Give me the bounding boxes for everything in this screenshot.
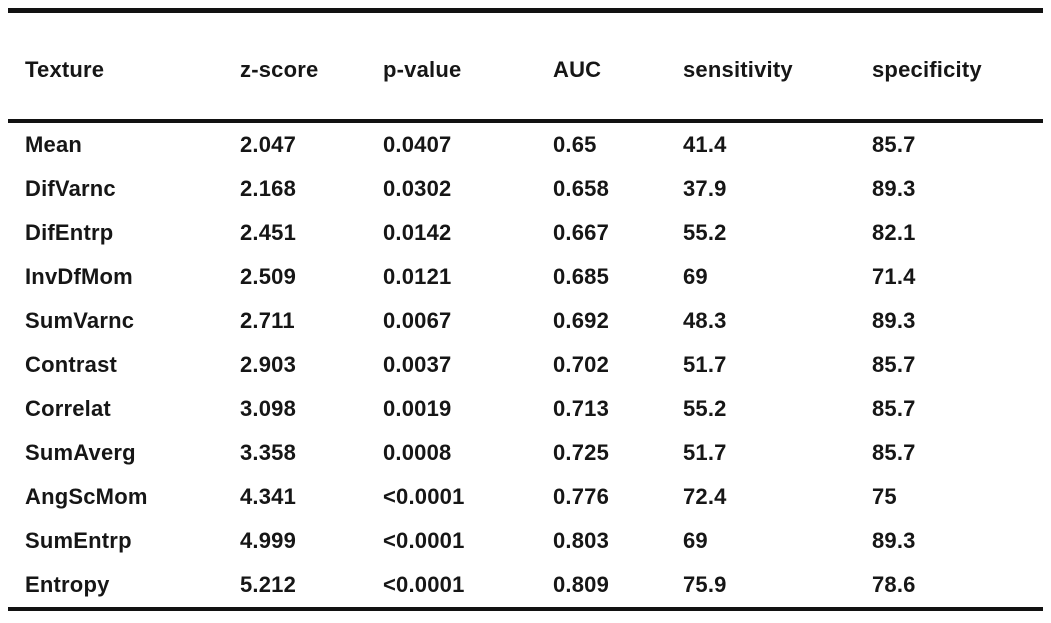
cell-auc: 0.65 (553, 121, 683, 167)
cell-p-value: <0.0001 (383, 563, 553, 609)
cell-texture: SumEntrp (8, 519, 240, 563)
cell-texture: Entropy (8, 563, 240, 609)
cell-z-score: 2.451 (240, 211, 383, 255)
cell-auc: 0.658 (553, 167, 683, 211)
cell-p-value: 0.0121 (383, 255, 553, 299)
cell-sensitivity: 48.3 (683, 299, 872, 343)
table-header: Texture z-score p-value AUC sensitivity … (8, 11, 1043, 122)
cell-specificity: 85.7 (872, 387, 1043, 431)
table-row: Contrast2.9030.00370.70251.785.7 (8, 343, 1043, 387)
cell-sensitivity: 69 (683, 255, 872, 299)
cell-z-score: 2.168 (240, 167, 383, 211)
cell-p-value: 0.0008 (383, 431, 553, 475)
cell-sensitivity: 41.4 (683, 121, 872, 167)
results-table: Texture z-score p-value AUC sensitivity … (8, 8, 1043, 611)
cell-z-score: 4.999 (240, 519, 383, 563)
cell-sensitivity: 51.7 (683, 343, 872, 387)
cell-specificity: 82.1 (872, 211, 1043, 255)
cell-auc: 0.725 (553, 431, 683, 475)
cell-z-score: 2.711 (240, 299, 383, 343)
column-header-z-score: z-score (240, 11, 383, 122)
cell-specificity: 78.6 (872, 563, 1043, 609)
results-table-container: Texture z-score p-value AUC sensitivity … (8, 8, 1043, 611)
cell-sensitivity: 69 (683, 519, 872, 563)
column-header-sensitivity: sensitivity (683, 11, 872, 122)
cell-specificity: 71.4 (872, 255, 1043, 299)
cell-texture: Correlat (8, 387, 240, 431)
cell-p-value: <0.0001 (383, 475, 553, 519)
column-header-p-value: p-value (383, 11, 553, 122)
cell-p-value: 0.0142 (383, 211, 553, 255)
cell-sensitivity: 51.7 (683, 431, 872, 475)
cell-auc: 0.702 (553, 343, 683, 387)
table-row: DifEntrp2.4510.01420.66755.282.1 (8, 211, 1043, 255)
cell-z-score: 5.212 (240, 563, 383, 609)
cell-sensitivity: 55.2 (683, 387, 872, 431)
cell-z-score: 3.098 (240, 387, 383, 431)
table-row: SumVarnc2.7110.00670.69248.389.3 (8, 299, 1043, 343)
cell-specificity: 85.7 (872, 343, 1043, 387)
cell-p-value: 0.0037 (383, 343, 553, 387)
cell-texture: DifVarnc (8, 167, 240, 211)
table-body: Mean2.0470.04070.6541.485.7DifVarnc2.168… (8, 121, 1043, 609)
column-header-auc: AUC (553, 11, 683, 122)
cell-specificity: 75 (872, 475, 1043, 519)
table-row: InvDfMom2.5090.01210.6856971.4 (8, 255, 1043, 299)
cell-texture: Mean (8, 121, 240, 167)
table-row: SumEntrp4.999<0.00010.8036989.3 (8, 519, 1043, 563)
cell-texture: InvDfMom (8, 255, 240, 299)
cell-specificity: 85.7 (872, 431, 1043, 475)
table-row: Entropy5.212<0.00010.80975.978.6 (8, 563, 1043, 609)
cell-p-value: 0.0067 (383, 299, 553, 343)
cell-specificity: 85.7 (872, 121, 1043, 167)
cell-auc: 0.713 (553, 387, 683, 431)
cell-p-value: 0.0302 (383, 167, 553, 211)
cell-auc: 0.776 (553, 475, 683, 519)
cell-z-score: 4.341 (240, 475, 383, 519)
table-row: Mean2.0470.04070.6541.485.7 (8, 121, 1043, 167)
cell-sensitivity: 55.2 (683, 211, 872, 255)
cell-auc: 0.685 (553, 255, 683, 299)
cell-auc: 0.803 (553, 519, 683, 563)
table-row: Correlat3.0980.00190.71355.285.7 (8, 387, 1043, 431)
cell-z-score: 3.358 (240, 431, 383, 475)
table-row: AngScMom4.341<0.00010.77672.475 (8, 475, 1043, 519)
cell-texture: DifEntrp (8, 211, 240, 255)
cell-texture: AngScMom (8, 475, 240, 519)
cell-auc: 0.667 (553, 211, 683, 255)
cell-p-value: 0.0407 (383, 121, 553, 167)
table-row: DifVarnc2.1680.03020.65837.989.3 (8, 167, 1043, 211)
column-header-texture: Texture (8, 11, 240, 122)
cell-p-value: <0.0001 (383, 519, 553, 563)
cell-z-score: 2.903 (240, 343, 383, 387)
cell-z-score: 2.509 (240, 255, 383, 299)
cell-specificity: 89.3 (872, 519, 1043, 563)
cell-sensitivity: 37.9 (683, 167, 872, 211)
header-row: Texture z-score p-value AUC sensitivity … (8, 11, 1043, 122)
cell-specificity: 89.3 (872, 299, 1043, 343)
cell-specificity: 89.3 (872, 167, 1043, 211)
cell-z-score: 2.047 (240, 121, 383, 167)
cell-p-value: 0.0019 (383, 387, 553, 431)
cell-texture: SumVarnc (8, 299, 240, 343)
table-row: SumAverg3.3580.00080.72551.785.7 (8, 431, 1043, 475)
page: Texture z-score p-value AUC sensitivity … (0, 0, 1051, 623)
column-header-specificity: specificity (872, 11, 1043, 122)
cell-sensitivity: 75.9 (683, 563, 872, 609)
cell-auc: 0.809 (553, 563, 683, 609)
cell-auc: 0.692 (553, 299, 683, 343)
cell-texture: SumAverg (8, 431, 240, 475)
cell-sensitivity: 72.4 (683, 475, 872, 519)
cell-texture: Contrast (8, 343, 240, 387)
